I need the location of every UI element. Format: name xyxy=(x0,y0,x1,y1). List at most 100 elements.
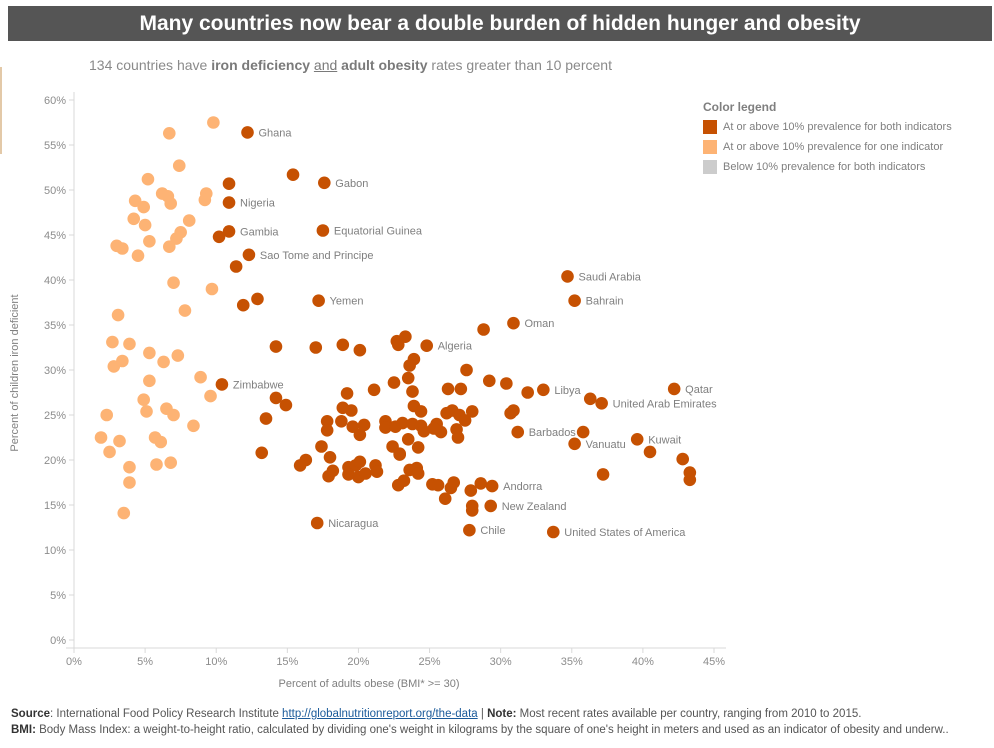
point-both-indicators[interactable] xyxy=(379,421,392,434)
point-both-indicators[interactable] xyxy=(463,523,476,537)
point-both-indicators[interactable] xyxy=(451,431,465,444)
point-one-indicator[interactable] xyxy=(167,408,180,422)
point-both-indicators[interactable] xyxy=(431,478,445,492)
point-both-indicators[interactable] xyxy=(406,385,419,398)
point-both-indicators[interactable] xyxy=(465,405,479,418)
point-both-indicators[interactable] xyxy=(269,340,283,353)
point-both-indicators[interactable] xyxy=(259,412,273,425)
point-both-indicators[interactable] xyxy=(242,248,256,262)
point-one-indicator[interactable] xyxy=(143,346,156,360)
point-both-indicators[interactable] xyxy=(310,516,324,530)
point-both-indicators[interactable] xyxy=(336,401,350,415)
point-both-indicators[interactable] xyxy=(630,433,644,446)
point-one-indicator[interactable] xyxy=(141,172,155,186)
source-link[interactable]: http://globalnutritionreport.org/the-dat… xyxy=(282,708,478,720)
point-both-indicators[interactable] xyxy=(315,440,328,453)
point-both-indicators[interactable] xyxy=(454,382,468,396)
point-both-indicators[interactable] xyxy=(420,339,434,353)
point-both-indicators[interactable] xyxy=(320,415,334,428)
point-both-indicators[interactable] xyxy=(477,323,490,336)
point-both-indicators[interactable] xyxy=(417,424,431,438)
point-one-indicator[interactable] xyxy=(116,242,129,255)
point-one-indicator[interactable] xyxy=(172,159,186,172)
point-both-indicators[interactable] xyxy=(222,177,236,190)
point-both-indicators[interactable] xyxy=(441,382,455,396)
point-one-indicator[interactable] xyxy=(111,308,125,322)
point-both-indicators[interactable] xyxy=(370,465,384,479)
point-both-indicators[interactable] xyxy=(229,260,243,273)
point-both-indicators[interactable] xyxy=(500,377,513,390)
point-one-indicator[interactable] xyxy=(167,276,180,290)
point-one-indicator[interactable] xyxy=(123,337,136,351)
point-one-indicator[interactable] xyxy=(123,460,136,474)
point-both-indicators[interactable] xyxy=(309,341,323,354)
point-both-indicators[interactable] xyxy=(353,343,367,357)
point-both-indicators[interactable] xyxy=(269,391,283,405)
point-both-indicators[interactable] xyxy=(222,196,236,209)
point-both-indicators[interactable] xyxy=(414,405,428,418)
point-both-indicators[interactable] xyxy=(293,459,307,472)
point-both-indicators[interactable] xyxy=(318,176,331,190)
point-both-indicators[interactable] xyxy=(340,387,354,400)
point-one-indicator[interactable] xyxy=(171,349,185,362)
point-one-indicator[interactable] xyxy=(164,456,178,470)
point-both-indicators[interactable] xyxy=(537,383,550,397)
point-both-indicators[interactable] xyxy=(399,330,412,344)
point-one-indicator[interactable] xyxy=(162,127,176,140)
point-both-indicators[interactable] xyxy=(643,445,657,459)
point-both-indicators[interactable] xyxy=(521,386,534,399)
point-one-indicator[interactable] xyxy=(157,355,170,369)
legend-item-below[interactable]: Below 10% prevalence for both indicators xyxy=(703,157,952,177)
point-one-indicator[interactable] xyxy=(162,240,176,253)
point-one-indicator[interactable] xyxy=(178,304,192,317)
point-both-indicators[interactable] xyxy=(279,398,293,412)
point-both-indicators[interactable] xyxy=(474,477,488,490)
point-both-indicators[interactable] xyxy=(465,504,479,517)
point-both-indicators[interactable] xyxy=(484,499,498,513)
point-both-indicators[interactable] xyxy=(320,424,334,437)
point-one-indicator[interactable] xyxy=(131,249,145,262)
point-one-indicator[interactable] xyxy=(137,200,150,214)
point-one-indicator[interactable] xyxy=(127,212,141,226)
point-both-indicators[interactable] xyxy=(241,126,254,139)
point-both-indicators[interactable] xyxy=(667,382,681,396)
point-one-indicator[interactable] xyxy=(164,197,178,210)
point-one-indicator[interactable] xyxy=(103,445,116,459)
point-one-indicator[interactable] xyxy=(194,370,207,384)
point-both-indicators[interactable] xyxy=(397,474,411,488)
point-both-indicators[interactable] xyxy=(447,476,461,489)
point-one-indicator[interactable] xyxy=(207,116,220,129)
point-one-indicator[interactable] xyxy=(154,435,168,449)
point-one-indicator[interactable] xyxy=(117,506,131,520)
point-both-indicators[interactable] xyxy=(323,451,337,464)
point-one-indicator[interactable] xyxy=(106,335,119,349)
point-one-indicator[interactable] xyxy=(138,218,152,232)
legend-item-both[interactable]: At or above 10% prevalence for both indi… xyxy=(703,117,952,137)
point-one-indicator[interactable] xyxy=(137,393,150,407)
point-both-indicators[interactable] xyxy=(387,376,401,389)
point-both-indicators[interactable] xyxy=(411,441,425,454)
point-both-indicators[interactable] xyxy=(357,418,371,432)
point-both-indicators[interactable] xyxy=(215,378,229,391)
point-both-indicators[interactable] xyxy=(507,316,520,330)
point-both-indicators[interactable] xyxy=(676,452,690,466)
point-both-indicators[interactable] xyxy=(346,420,360,434)
point-both-indicators[interactable] xyxy=(236,298,250,312)
point-both-indicators[interactable] xyxy=(458,414,472,427)
point-both-indicators[interactable] xyxy=(561,270,574,283)
point-both-indicators[interactable] xyxy=(411,467,425,480)
point-both-indicators[interactable] xyxy=(391,338,405,352)
point-both-indicators[interactable] xyxy=(401,371,415,385)
point-both-indicators[interactable] xyxy=(353,428,367,442)
point-both-indicators[interactable] xyxy=(342,468,355,481)
point-both-indicators[interactable] xyxy=(359,467,372,480)
point-both-indicators[interactable] xyxy=(312,294,325,308)
point-both-indicators[interactable] xyxy=(460,363,473,377)
point-one-indicator[interactable] xyxy=(116,354,129,368)
point-both-indicators[interactable] xyxy=(286,168,300,181)
point-one-indicator[interactable] xyxy=(205,282,219,296)
point-both-indicators[interactable] xyxy=(255,446,269,460)
point-one-indicator[interactable] xyxy=(170,232,183,245)
legend-item-one[interactable]: At or above 10% prevalence for one indic… xyxy=(703,137,952,157)
point-both-indicators[interactable] xyxy=(335,415,348,428)
